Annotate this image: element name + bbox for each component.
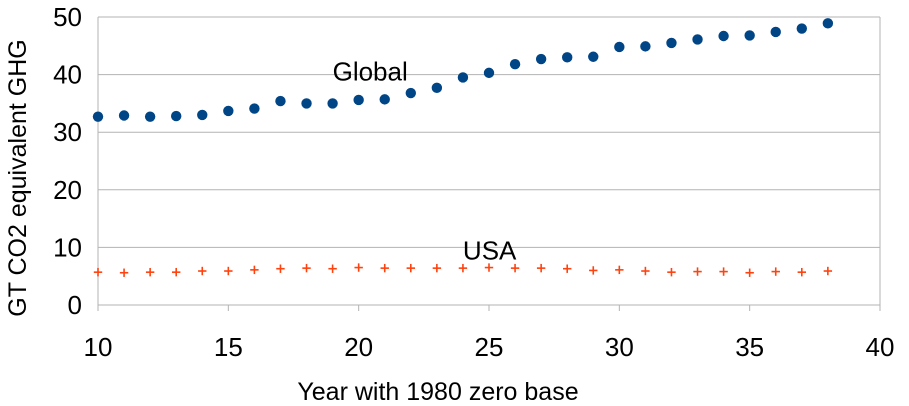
usa-point [563, 264, 572, 273]
global-point [171, 110, 182, 122]
usa-point [406, 263, 415, 273]
global-point [640, 41, 651, 52]
usa-point [328, 264, 337, 273]
series-marks [92, 18, 834, 277]
global-point [144, 111, 156, 122]
usa-point [771, 267, 780, 276]
usa-point [797, 267, 806, 277]
x-tick-label: 20 [344, 332, 373, 362]
global-point [431, 82, 443, 94]
usa-point [198, 266, 207, 276]
global-point [275, 95, 286, 107]
x-tick-label: 10 [84, 332, 113, 362]
global-point [535, 53, 547, 65]
global-point [692, 34, 703, 45]
usa-point [510, 263, 520, 273]
usa-point [458, 263, 468, 273]
usa-point [250, 265, 259, 275]
annotations: Global USA [333, 57, 517, 266]
global-point [588, 51, 599, 62]
y-axis-title: GT CO2 equivalent GHG [4, 39, 32, 316]
x-tick-labels: 10 15 20 25 30 35 40 [84, 332, 895, 362]
usa-point [536, 263, 546, 273]
usa-point [641, 266, 650, 276]
usa-point [172, 267, 181, 277]
x-tick-label: 35 [735, 332, 764, 362]
global-point [327, 98, 338, 109]
global-point [509, 59, 521, 70]
usa-point [667, 267, 676, 277]
usa-point [823, 266, 833, 276]
y-tick-label: 10 [53, 232, 82, 262]
usa-point [145, 267, 155, 277]
global-point [770, 26, 781, 38]
global-point [796, 23, 807, 34]
global-point [249, 103, 260, 114]
x-axis-title: Year with 1980 zero base [297, 378, 578, 406]
annotation-usa: USA [463, 235, 517, 265]
global-point [223, 105, 234, 117]
usa-point [484, 263, 494, 272]
usa-point [93, 267, 103, 277]
global-point [118, 110, 130, 121]
global-point [718, 30, 729, 42]
usa-point [615, 265, 624, 275]
usa-point [354, 263, 363, 272]
global-point [614, 41, 625, 53]
usa-point [119, 268, 129, 277]
usa-point [432, 263, 442, 273]
annotation-global: Global [333, 57, 408, 87]
usa-point [745, 268, 754, 277]
y-tick-label: 20 [53, 175, 82, 205]
y-tick-label: 50 [53, 2, 82, 32]
global-point [457, 72, 469, 83]
global-point [483, 67, 495, 79]
x-tick-label: 25 [475, 332, 504, 362]
y-tick-label: 30 [53, 117, 82, 147]
usa-point [380, 263, 389, 273]
plot-frame [97, 17, 881, 311]
global-point [405, 87, 416, 99]
x-tick-label: 40 [866, 332, 895, 362]
global-point [301, 98, 312, 109]
x-tick-label: 15 [214, 332, 243, 362]
y-tick-labels: 0 10 20 30 40 50 [53, 2, 82, 320]
global-point [822, 18, 834, 29]
global-point [562, 52, 573, 63]
global-point [197, 109, 208, 121]
usa-point [589, 266, 598, 275]
x-tick-label: 30 [605, 332, 634, 362]
y-tick-label: 40 [53, 60, 82, 90]
global-point [666, 37, 677, 49]
usa-point [224, 266, 233, 276]
usa-point [693, 267, 702, 276]
global-point [379, 94, 390, 105]
usa-point [719, 267, 728, 276]
y-tick-label: 0 [68, 290, 82, 320]
global-point [744, 30, 755, 41]
usa-point [276, 264, 285, 273]
usa-point [302, 263, 311, 273]
global-point [353, 94, 364, 106]
global-point [92, 111, 104, 122]
